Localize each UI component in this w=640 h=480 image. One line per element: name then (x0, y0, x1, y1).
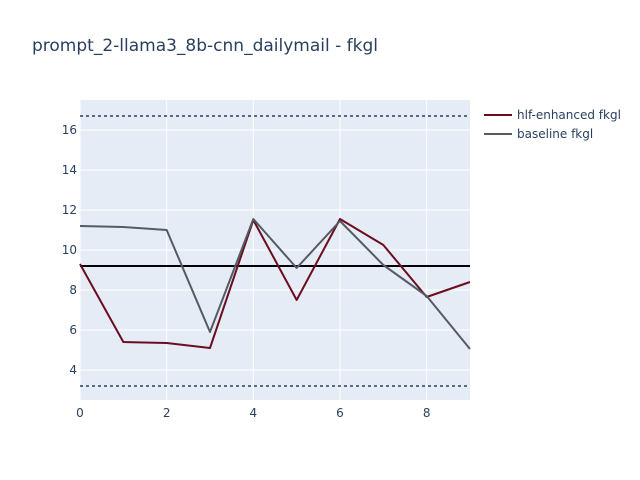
x-tick-label: 4 (250, 406, 258, 420)
x-tick-label: 0 (76, 406, 84, 420)
series-line-1 (79, 218, 471, 349)
x-tick-label: 8 (423, 406, 431, 420)
legend-item[interactable]: baseline fkgl (484, 127, 593, 141)
series-line-2 (79, 218, 471, 350)
legend-label: hlf-enhanced fkgl (517, 108, 621, 122)
y-tick-label: 16 (62, 123, 77, 137)
legend[interactable]: hlf-enhanced fkgl baseline fkgl (484, 108, 621, 141)
reference-lines (80, 115, 470, 387)
chart-title: prompt_2-llama3_8b-cnn_dailymail - fkgl (32, 36, 378, 56)
grid (79, 100, 470, 400)
axis-ticks: 0 2 4 6 8 4 6 8 10 12 14 16 (62, 123, 431, 420)
x-tick-label: 6 (336, 406, 344, 420)
x-tick-label: 2 (163, 406, 171, 420)
y-tick-label: 8 (69, 283, 77, 297)
legend-label: baseline fkgl (517, 127, 593, 141)
y-tick-label: 10 (62, 243, 77, 257)
series-layer (79, 218, 471, 350)
y-tick-label: 14 (62, 163, 77, 177)
y-tick-label: 6 (69, 323, 77, 337)
y-tick-label: 12 (62, 203, 77, 217)
legend-item[interactable]: hlf-enhanced fkgl (484, 108, 621, 122)
y-tick-label: 4 (69, 363, 77, 377)
